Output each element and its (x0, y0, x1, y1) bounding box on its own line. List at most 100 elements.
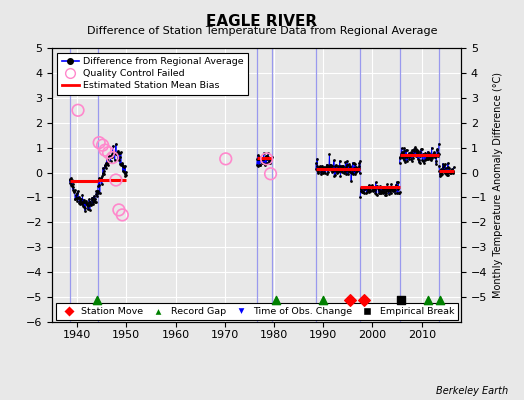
Point (113, 151, 122, 158)
Point (78, 200, 86, 207)
Point (331, 163, 339, 170)
Point (118, 212, 126, 218)
Point (333, 168, 341, 175)
Point (68, 181, 77, 187)
Point (360, 296, 368, 303)
Point (353, 165, 361, 171)
Point (348, 170, 356, 177)
Point (105, 153, 114, 160)
Point (79, 203, 88, 210)
Point (443, 163, 452, 170)
Point (323, 162, 331, 168)
Point (391, 181, 400, 188)
Point (419, 152, 427, 158)
Point (352, 164, 361, 170)
Point (83, 202, 92, 208)
Point (319, 296, 328, 303)
Point (105, 154, 114, 160)
Point (379, 186, 387, 192)
Point (261, 160, 269, 167)
Point (258, 156, 267, 162)
Point (402, 147, 411, 154)
Point (409, 146, 418, 152)
Point (89, 201, 97, 207)
Point (357, 186, 366, 192)
Point (383, 186, 391, 192)
Point (448, 167, 456, 174)
Point (405, 150, 413, 156)
Point (260, 155, 268, 162)
Point (352, 166, 360, 172)
Point (343, 162, 352, 168)
Point (74, 194, 83, 200)
Point (78, 192, 86, 198)
Point (315, 163, 324, 169)
Point (257, 156, 265, 162)
Point (356, 194, 364, 200)
Point (370, 187, 378, 194)
Point (442, 168, 451, 174)
Point (319, 165, 328, 171)
Point (391, 185, 400, 191)
Point (101, 163, 110, 169)
Point (367, 184, 376, 190)
Point (356, 158, 364, 164)
Point (374, 184, 383, 191)
Point (372, 179, 380, 185)
Point (90, 196, 98, 202)
Point (105, 154, 113, 160)
Point (84, 203, 92, 210)
Point (108, 151, 116, 157)
Point (316, 169, 325, 175)
Point (431, 153, 440, 159)
Point (85, 196, 93, 203)
Point (418, 158, 427, 165)
Point (401, 147, 410, 153)
Point (420, 160, 429, 166)
Point (67, 175, 75, 181)
Point (422, 156, 430, 162)
Point (111, 150, 119, 156)
Point (406, 152, 414, 159)
Point (404, 152, 412, 158)
Point (379, 186, 388, 192)
Point (117, 162, 125, 168)
Point (66, 177, 74, 184)
Point (116, 161, 124, 167)
Point (416, 149, 424, 156)
Point (396, 160, 404, 166)
Point (380, 189, 388, 195)
Point (80, 196, 88, 203)
Point (70, 189, 79, 195)
Point (428, 144, 436, 151)
Point (106, 154, 114, 160)
Point (121, 162, 129, 169)
Point (436, 296, 444, 303)
Point (436, 166, 445, 172)
Point (94, 183, 102, 189)
Point (263, 155, 271, 162)
Point (342, 164, 350, 170)
Point (92, 191, 100, 197)
Point (103, 156, 111, 162)
Point (397, 296, 405, 303)
Point (80, 204, 88, 210)
Point (88, 196, 96, 203)
Point (414, 148, 423, 154)
Point (427, 156, 435, 163)
Point (407, 149, 415, 156)
Point (430, 153, 438, 159)
Point (433, 153, 442, 159)
Point (368, 187, 377, 193)
Point (373, 184, 381, 190)
Point (68, 177, 77, 184)
Point (95, 190, 104, 196)
Point (332, 165, 341, 172)
Point (416, 160, 424, 166)
Point (362, 184, 370, 191)
Point (260, 161, 269, 168)
Point (365, 185, 374, 191)
Point (395, 190, 403, 196)
Point (381, 192, 389, 198)
Point (113, 156, 122, 162)
